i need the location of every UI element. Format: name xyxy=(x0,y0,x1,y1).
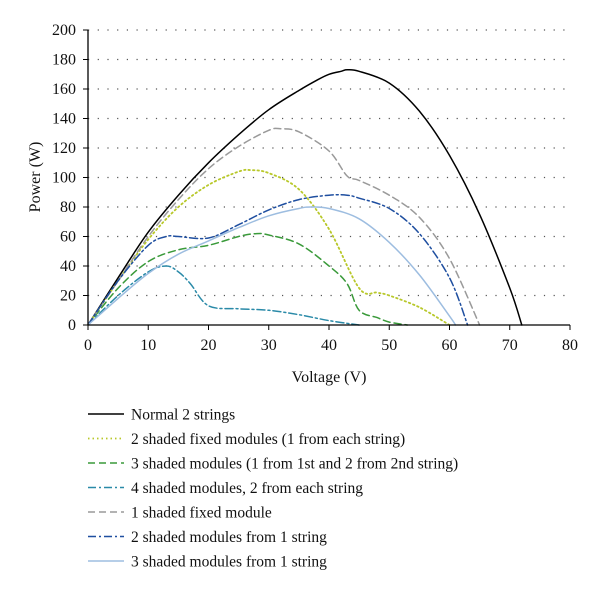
plot-lines xyxy=(87,68,523,326)
x-tick-label: 30 xyxy=(261,337,277,354)
y-ticks: 0 20 40 60 80 100 120 140 160 180 200 xyxy=(52,22,88,334)
x-tick-label: 60 xyxy=(442,337,458,354)
series-line-4 xyxy=(87,265,360,326)
series-line-3 xyxy=(87,232,409,326)
x-ticks: 0 10 20 30 40 50 60 70 80 xyxy=(84,325,578,354)
y-tick-label: 40 xyxy=(60,258,76,275)
legend-label: 2 shaded modules from 1 string xyxy=(131,529,327,546)
y-tick-label: 100 xyxy=(52,170,76,187)
y-tick-label: 180 xyxy=(52,52,76,69)
x-tick-label: 70 xyxy=(502,337,518,354)
legend-label: 2 shaded fixed modules (1 from each stri… xyxy=(131,431,405,448)
series-line-5 xyxy=(87,127,481,326)
legend-label: 3 shaded modules (1 from 1st and 2 from … xyxy=(131,456,458,473)
x-tick-label: 40 xyxy=(321,337,337,354)
legend-label: 3 shaded modules from 1 string xyxy=(131,554,327,571)
y-tick-label: 0 xyxy=(68,317,76,334)
series-line-6 xyxy=(87,194,469,326)
y-tick-label: 160 xyxy=(52,81,76,98)
x-tick-label: 20 xyxy=(201,337,217,354)
y-tick-label: 80 xyxy=(60,199,76,216)
x-tick-label: 80 xyxy=(562,337,578,354)
y-tick-label: 20 xyxy=(60,288,76,305)
legend-label: Normal 2 strings xyxy=(131,407,235,424)
y-tick-label: 60 xyxy=(60,229,76,246)
legend-label: 1 shaded fixed module xyxy=(131,505,272,522)
y-axis-label: Power (W) xyxy=(27,142,44,213)
series-line-7 xyxy=(87,206,457,326)
y-tick-label: 200 xyxy=(52,22,76,39)
series-line-2 xyxy=(87,168,451,326)
y-tick-label: 140 xyxy=(52,111,76,128)
y-tick-label: 120 xyxy=(52,140,76,157)
x-tick-label: 10 xyxy=(140,337,156,354)
x-axis-label: Voltage (V) xyxy=(292,369,367,386)
series-line-1 xyxy=(87,68,523,326)
legend-label: 4 shaded modules, 2 from each string xyxy=(131,480,363,497)
legend: Normal 2 strings 2 shaded fixed modules (… xyxy=(88,407,458,571)
x-tick-label: 0 xyxy=(84,337,92,354)
x-tick-label: 50 xyxy=(381,337,397,354)
